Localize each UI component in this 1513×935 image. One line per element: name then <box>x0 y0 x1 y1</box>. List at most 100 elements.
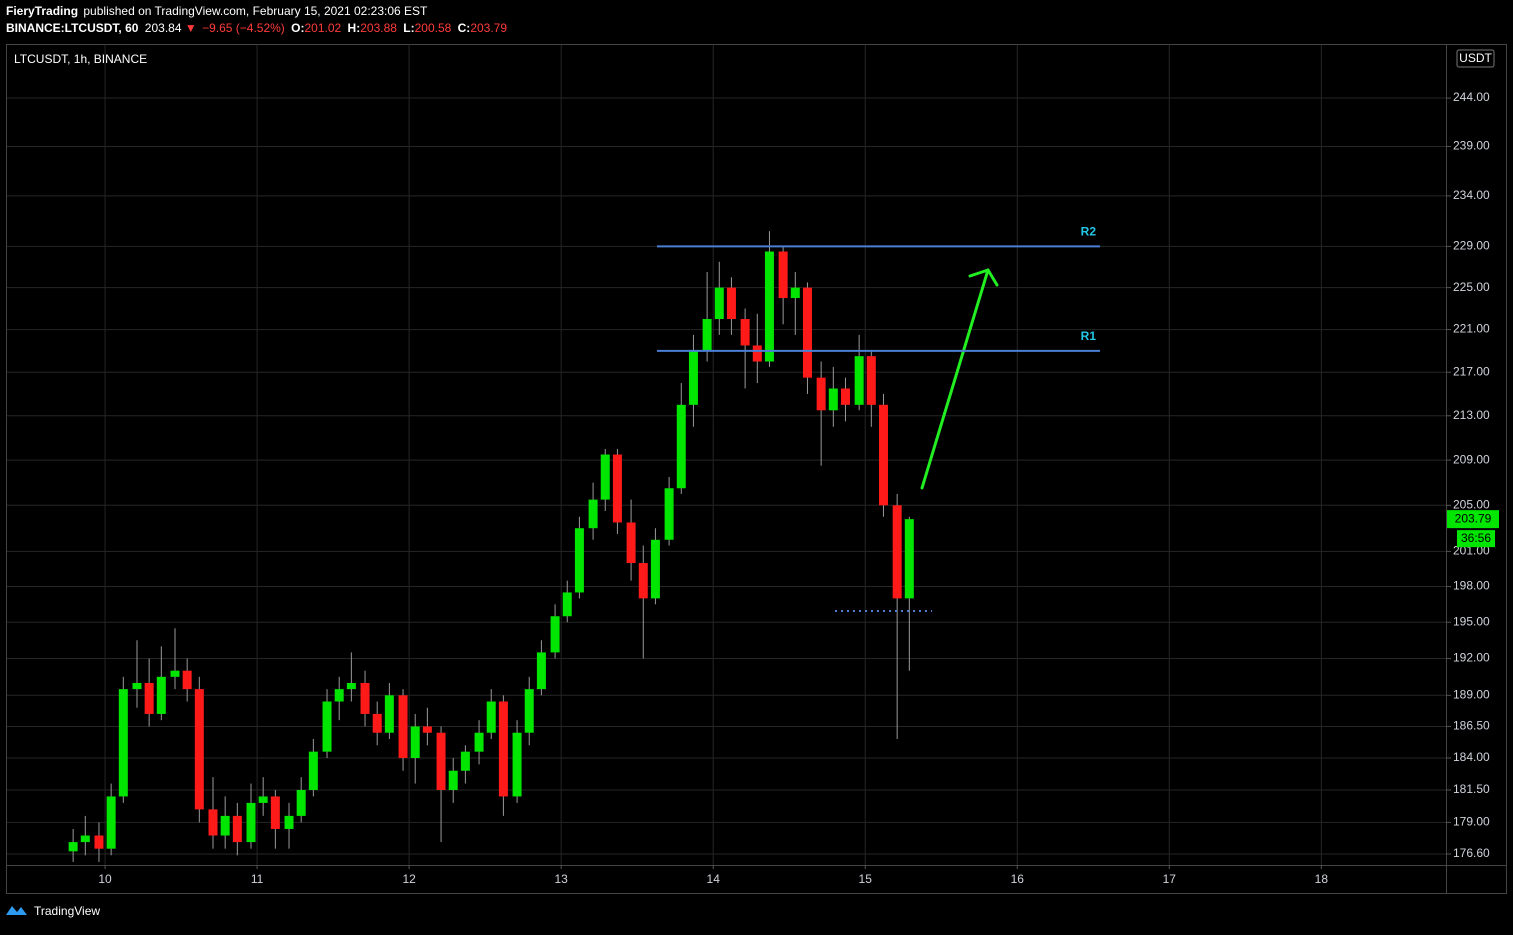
change: −9.65 (−4.52%) <box>202 21 285 35</box>
candle-body <box>600 454 610 500</box>
candle-body <box>220 815 230 836</box>
chart-border <box>6 44 1507 894</box>
candle-body <box>778 251 788 299</box>
header-line-2: BINANCE:LTCUSDT, 60 203.84 ▼ −9.65 (−4.5… <box>6 21 507 35</box>
candle-body <box>498 701 508 797</box>
close-label: C: <box>458 21 471 35</box>
last-price-label: 203.79 <box>1455 511 1492 525</box>
candle-body <box>474 732 484 752</box>
x-tick-label: 13 <box>554 872 568 886</box>
candle-body <box>524 689 534 733</box>
candle-body <box>764 251 774 362</box>
candle-body <box>828 388 838 411</box>
y-tick-label: 181.50 <box>1453 782 1490 796</box>
candle-body <box>232 815 242 843</box>
candle-body <box>156 676 166 714</box>
candle-body <box>68 842 78 852</box>
x-tick-label: 11 <box>251 872 264 886</box>
candle-body <box>790 287 800 299</box>
candle-body <box>562 592 572 617</box>
x-tick-label: 16 <box>1011 872 1025 886</box>
candle-body <box>574 528 584 593</box>
y-tick-label: 179.00 <box>1453 815 1490 829</box>
resistance-label: R2 <box>1081 225 1097 239</box>
candle-body <box>334 689 344 702</box>
candle-body <box>878 404 888 506</box>
author[interactable]: FieryTrading <box>6 4 78 18</box>
candle-body <box>448 770 458 790</box>
x-tick-label: 17 <box>1163 872 1177 886</box>
y-tick-label: 192.00 <box>1453 651 1490 665</box>
countdown-label: 36:56 <box>1461 531 1491 545</box>
candle-body <box>360 682 370 714</box>
currency-box[interactable] <box>1456 49 1495 68</box>
y-tick-label: 239.00 <box>1453 139 1490 153</box>
close-value: 203.79 <box>470 21 507 35</box>
x-tick-label: 12 <box>402 872 416 886</box>
y-tick-label: 234.00 <box>1453 188 1490 202</box>
candle-body <box>296 789 306 816</box>
high-label: H: <box>348 21 361 35</box>
y-tick-label: 209.00 <box>1453 452 1490 466</box>
y-tick-label: 198.00 <box>1453 579 1490 593</box>
y-tick-label: 221.00 <box>1453 322 1490 336</box>
candle-body <box>816 377 826 411</box>
candle-body <box>94 835 104 849</box>
candle-body <box>270 796 280 829</box>
open-value: 201.02 <box>305 21 342 35</box>
candle-body <box>638 563 648 599</box>
candle-body <box>486 701 496 733</box>
y-tick-label: 195.00 <box>1453 614 1490 628</box>
high-value: 203.88 <box>360 21 397 35</box>
grid: 244.00 239.00 234.00 229.00 225.00 221.00 217.… <box>7 45 1490 886</box>
footer-brand: TradingView <box>34 904 100 918</box>
low-label: L: <box>403 21 414 35</box>
y-tick-label: 217.00 <box>1453 364 1490 378</box>
change-arrow: ▼ <box>185 21 197 35</box>
plot <box>68 231 914 862</box>
candle-body <box>550 616 560 653</box>
candle-body <box>322 701 332 752</box>
candle-body <box>410 726 420 759</box>
open-label: O: <box>291 21 304 35</box>
candle-body <box>536 652 546 690</box>
y-tick-label: 225.00 <box>1453 280 1490 294</box>
y-tick-label: 186.50 <box>1453 719 1490 733</box>
y-tick-label: 176.60 <box>1453 846 1490 860</box>
candle-body <box>284 815 294 829</box>
countdown-tag <box>1457 530 1495 548</box>
candle-body <box>588 499 598 529</box>
symbol: BINANCE:LTCUSDT, 60 <box>6 21 139 35</box>
candle-body <box>118 689 128 797</box>
y-tick-label: 205.00 <box>1453 497 1490 511</box>
candle-body <box>170 670 180 677</box>
candle-body <box>246 802 256 843</box>
y-tick-label: 244.00 <box>1453 90 1490 104</box>
candle-body <box>384 695 394 733</box>
candle-body <box>650 539 660 599</box>
candle-body <box>840 388 850 405</box>
candle-body <box>664 488 674 540</box>
candle-body <box>714 287 724 320</box>
candle-body <box>866 356 876 405</box>
candle-body <box>740 319 750 346</box>
candle-body <box>144 682 154 714</box>
chart-title: LTCUSDT, 1h, BINANCE <box>14 52 147 66</box>
x-tick-label: 10 <box>98 872 112 886</box>
candle-body <box>436 732 446 790</box>
candle-body <box>346 682 356 690</box>
candle-body <box>854 356 864 405</box>
candle-body <box>676 404 686 489</box>
y-tick-label: 229.00 <box>1453 239 1490 253</box>
price: 203.84 <box>145 21 182 35</box>
x-tick-label: 18 <box>1315 872 1329 886</box>
candle-body <box>208 809 218 836</box>
candle-body <box>612 454 622 523</box>
candle-body <box>308 751 318 790</box>
candle-body <box>194 689 204 810</box>
x-tick-label: 14 <box>707 872 721 886</box>
logo <box>6 906 27 915</box>
